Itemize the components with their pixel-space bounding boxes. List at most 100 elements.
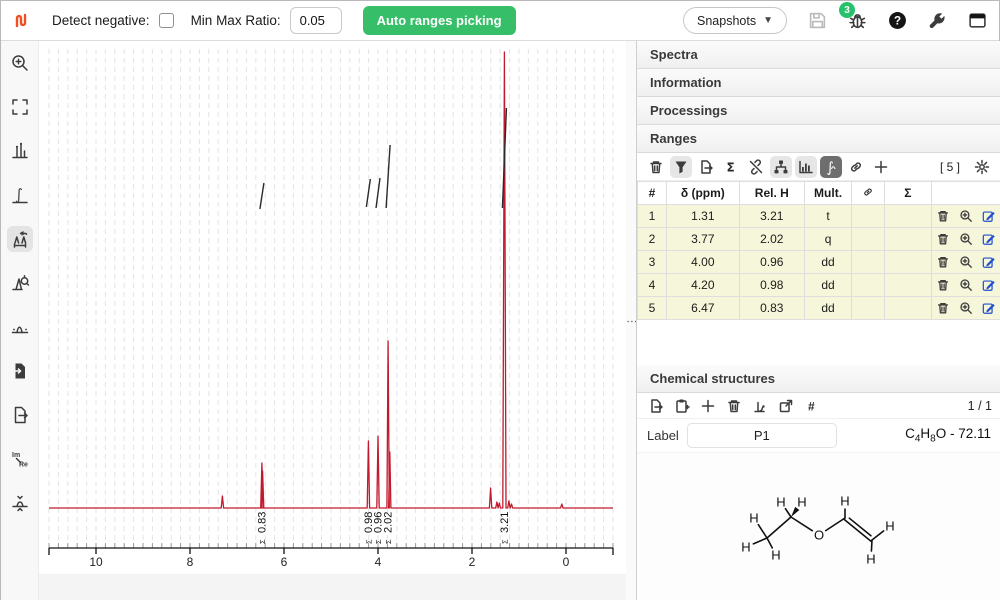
molecule-label-caption: Label (647, 428, 679, 443)
delete-molecule-button[interactable] (724, 396, 744, 416)
range-relh: 0.96 (739, 251, 804, 274)
zoom-to-range-icon[interactable] (959, 255, 973, 269)
range-link-cell (852, 228, 885, 251)
delete-range-icon[interactable] (936, 278, 950, 292)
svg-text:H: H (776, 495, 785, 510)
svg-text:O: O (814, 528, 824, 543)
export-tool[interactable] (7, 402, 33, 428)
help-icon[interactable]: ? (888, 11, 907, 30)
edit-range-icon[interactable] (982, 232, 996, 246)
accordion-ranges[interactable]: Ranges (637, 125, 1000, 153)
range-delta: 4.00 (667, 251, 740, 274)
auto-ranges-picking-button[interactable]: Auto ranges picking (363, 6, 516, 35)
ranges-settings-gear-icon[interactable] (971, 156, 993, 178)
peak-picking-tool[interactable] (7, 138, 33, 164)
export-molecule-button[interactable] (646, 396, 666, 416)
range-index: 5 (638, 297, 667, 320)
molecule-canvas[interactable]: HHHHHOHHH (637, 453, 1000, 600)
min-max-ratio-input[interactable] (290, 7, 342, 34)
range-relh: 2.02 (739, 228, 804, 251)
zoom-to-range-icon[interactable] (959, 278, 973, 292)
add-range-button[interactable] (870, 156, 892, 178)
edit-range-icon[interactable] (982, 278, 996, 292)
unlink-all-button[interactable] (745, 156, 767, 178)
delete-range-icon[interactable] (936, 232, 950, 246)
import-tool[interactable] (7, 358, 33, 384)
apodization-tool[interactable] (7, 490, 33, 516)
detect-negative-label: Detect negative: (52, 13, 150, 28)
detect-negative-checkbox[interactable] (159, 13, 174, 28)
delete-range-icon[interactable] (936, 301, 950, 315)
edit-range-icon[interactable] (982, 301, 996, 315)
add-molecule-button[interactable] (698, 396, 718, 416)
range-row[interactable]: 5 6.47 0.83 dd (638, 297, 1000, 320)
spectrum-viewport[interactable]: 10864200.83Σ0.98Σ0.96Σ2.02Σ3.21Σ (39, 41, 626, 600)
range-picking-tool[interactable] (7, 226, 33, 252)
topbar: Detect negative: Min Max Ratio: Auto ran… (1, 1, 999, 41)
svg-text:10: 10 (89, 555, 103, 569)
range-sum-cell (884, 205, 931, 228)
ranges-toolbar: Σ ∫ [ 5 ] (637, 153, 1000, 181)
predict-spectra-button[interactable] (750, 396, 770, 416)
zoom-to-range-icon[interactable] (959, 232, 973, 246)
molecule-label-input[interactable] (687, 423, 837, 448)
accordion-chemical-structures[interactable]: Chemical structures (637, 365, 1000, 393)
delete-range-icon[interactable] (936, 255, 950, 269)
accordion-spectra[interactable]: Spectra (637, 41, 1000, 69)
sum-options-button[interactable]: Σ (720, 156, 742, 178)
paste-molecule-button[interactable] (672, 396, 692, 416)
link-button[interactable] (845, 156, 867, 178)
delete-range-icon[interactable] (936, 209, 950, 223)
accordion-information[interactable]: Information (637, 69, 1000, 97)
accordion-processings[interactable]: Processings (637, 97, 1000, 125)
ranges-table-header: # δ (ppm) Rel. H Mult. Σ (638, 182, 1000, 205)
range-sum-cell (884, 297, 931, 320)
export-ranges-button[interactable] (695, 156, 717, 178)
delete-all-ranges-button[interactable] (645, 156, 667, 178)
range-actions (931, 205, 1000, 228)
toggle-number-button[interactable]: # (802, 396, 822, 416)
zoom-to-range-icon[interactable] (959, 209, 973, 223)
preview-publication-chart-button[interactable] (795, 156, 817, 178)
svg-text:?: ? (894, 15, 901, 28)
open-in-editor-button[interactable] (776, 396, 796, 416)
edit-range-icon[interactable] (982, 209, 996, 223)
range-row[interactable]: 1 1.31 3.21 t (638, 205, 1000, 228)
svg-text:Σ: Σ (374, 539, 383, 544)
range-mult: dd (804, 274, 851, 297)
svg-text:H: H (797, 495, 806, 510)
range-row[interactable]: 2 3.77 2.02 q (638, 228, 1000, 251)
auto-assignment-tree-button[interactable] (770, 156, 792, 178)
settings-wrench-icon[interactable] (928, 11, 947, 30)
svg-text:0.83: 0.83 (256, 512, 268, 533)
zoom-in-tool[interactable] (7, 50, 33, 76)
svg-text:Σ: Σ (727, 160, 735, 174)
multiplet-analysis-tool[interactable] (7, 270, 33, 296)
svg-text:H: H (741, 540, 750, 555)
svg-text:6: 6 (281, 555, 288, 569)
range-actions (931, 251, 1000, 274)
range-row[interactable]: 4 4.20 0.98 dd (638, 274, 1000, 297)
range-index: 1 (638, 205, 667, 228)
range-row[interactable]: 3 4.00 0.96 dd (638, 251, 1000, 274)
edit-range-icon[interactable] (982, 255, 996, 269)
snapshots-button[interactable]: Snapshots ▼ (683, 7, 787, 34)
range-delta: 1.31 (667, 205, 740, 228)
save-icon (808, 11, 827, 30)
full-zoom-out-tool[interactable] (7, 94, 33, 120)
window-layout-icon[interactable] (968, 11, 987, 30)
zoom-to-range-icon[interactable] (959, 301, 973, 315)
baseline-correction-tool[interactable] (7, 314, 33, 340)
svg-text:4: 4 (375, 555, 382, 569)
show-integrals-toggle[interactable]: ∫ (820, 156, 842, 178)
right-panel: Spectra Information Processings Ranges Σ… (636, 41, 1000, 600)
svg-text:H: H (771, 548, 780, 563)
min-max-ratio-label: Min Max Ratio: (191, 13, 281, 28)
svg-text:Σ: Σ (500, 539, 509, 544)
integral-tool[interactable]: ∫ (7, 182, 33, 208)
spectrum-svg: 10864200.83Σ0.98Σ0.96Σ2.02Σ3.21Σ (39, 41, 626, 574)
panel-resize-handle[interactable]: ⋮ (626, 41, 636, 600)
real-imaginary-tool[interactable]: ImRe (7, 446, 33, 472)
filter-ranges-button[interactable] (670, 156, 692, 178)
molecule-page-indicator: 1 / 1 (968, 399, 992, 413)
